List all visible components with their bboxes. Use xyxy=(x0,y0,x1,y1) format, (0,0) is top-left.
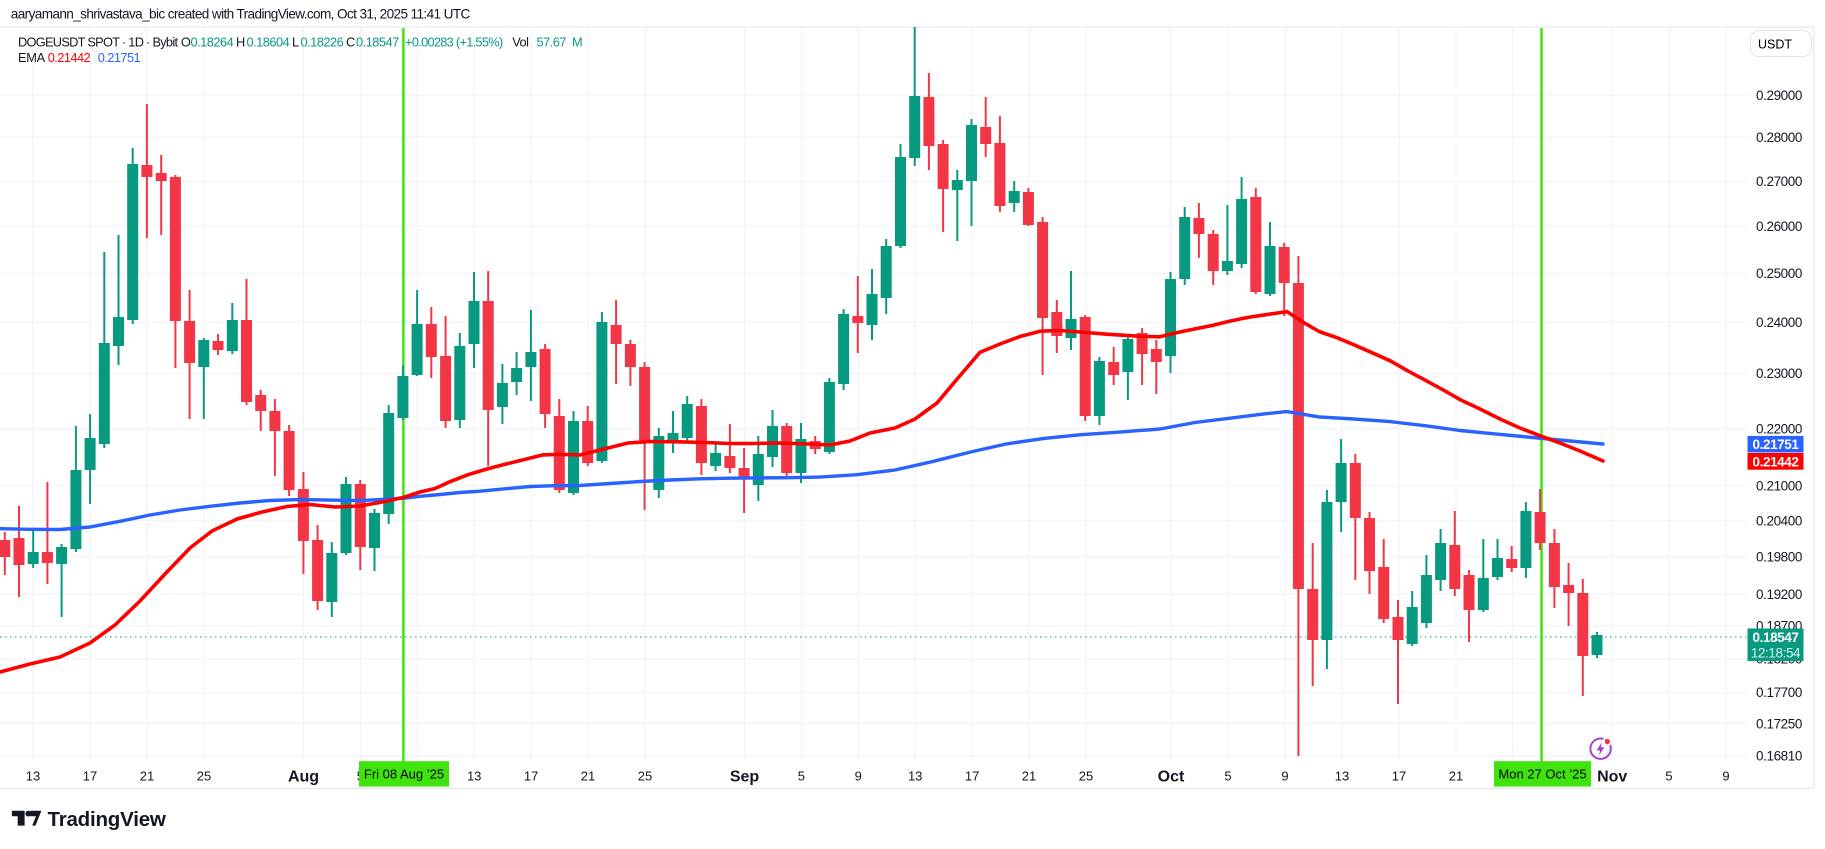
svg-text:21: 21 xyxy=(581,769,595,784)
svg-text:57.67: 57.67 xyxy=(537,35,567,50)
svg-text:0.16810: 0.16810 xyxy=(1756,749,1802,764)
svg-text:+0.00283 (+1.55%): +0.00283 (+1.55%) xyxy=(405,35,503,50)
svg-text:0.29000: 0.29000 xyxy=(1756,88,1802,103)
svg-text:9: 9 xyxy=(1281,769,1288,784)
svg-text:0.26000: 0.26000 xyxy=(1756,219,1802,234)
svg-text:0.25000: 0.25000 xyxy=(1756,266,1802,281)
svg-text:EMA: EMA xyxy=(18,50,46,65)
svg-text:17: 17 xyxy=(524,769,538,784)
svg-text:0.18547: 0.18547 xyxy=(356,35,399,50)
svg-text:17: 17 xyxy=(83,769,97,784)
svg-text:13: 13 xyxy=(467,769,481,784)
svg-text:0.21751: 0.21751 xyxy=(1753,437,1800,452)
svg-text:0.23000: 0.23000 xyxy=(1756,366,1802,381)
svg-text:21: 21 xyxy=(1449,769,1463,784)
svg-text:0.19800: 0.19800 xyxy=(1756,550,1802,565)
svg-text:TradingView: TradingView xyxy=(48,808,166,831)
svg-text:Nov: Nov xyxy=(1597,769,1627,786)
svg-text:17: 17 xyxy=(965,769,979,784)
svg-text:Oct: Oct xyxy=(1158,769,1185,786)
svg-text:M: M xyxy=(572,35,582,50)
svg-text:DOGEUSDT SPOT · 1D · Bybit: DOGEUSDT SPOT · 1D · Bybit xyxy=(18,35,178,50)
svg-text:5: 5 xyxy=(1224,769,1231,784)
svg-text:O: O xyxy=(181,35,191,50)
svg-text:0.21751: 0.21751 xyxy=(98,50,141,65)
svg-text:17: 17 xyxy=(1392,769,1406,784)
svg-text:0.24000: 0.24000 xyxy=(1756,315,1802,330)
svg-text:0.22000: 0.22000 xyxy=(1756,422,1802,437)
svg-text:Aug: Aug xyxy=(288,769,319,786)
svg-text:Sep: Sep xyxy=(730,769,760,786)
svg-text:0.20400: 0.20400 xyxy=(1756,513,1802,528)
svg-text:9: 9 xyxy=(1722,769,1729,784)
svg-text:H: H xyxy=(236,35,245,50)
svg-text:12:18:54: 12:18:54 xyxy=(1751,646,1801,661)
svg-text:Vol: Vol xyxy=(512,35,528,50)
svg-text:aaryamann_shrivastava_bic crea: aaryamann_shrivastava_bic created with T… xyxy=(11,7,471,22)
svg-text:0.17700: 0.17700 xyxy=(1756,685,1802,700)
svg-text:0.17250: 0.17250 xyxy=(1756,716,1802,731)
svg-text:0.21442: 0.21442 xyxy=(1753,454,1799,469)
svg-text:0.19200: 0.19200 xyxy=(1756,587,1802,602)
svg-text:13: 13 xyxy=(908,769,922,784)
svg-text:0.21000: 0.21000 xyxy=(1756,478,1802,493)
svg-text:0.18604: 0.18604 xyxy=(247,35,290,50)
svg-text:13: 13 xyxy=(26,769,40,784)
svg-text:13: 13 xyxy=(1335,769,1349,784)
svg-text:25: 25 xyxy=(638,769,652,784)
svg-text:0.18264: 0.18264 xyxy=(191,35,234,50)
svg-text:0.18547: 0.18547 xyxy=(1753,630,1799,645)
svg-text:0.28000: 0.28000 xyxy=(1756,130,1802,145)
svg-text:25: 25 xyxy=(1079,769,1093,784)
svg-text:0.27000: 0.27000 xyxy=(1756,174,1802,189)
svg-text:21: 21 xyxy=(140,769,154,784)
svg-text:USDT: USDT xyxy=(1758,38,1792,52)
svg-text:0.21442: 0.21442 xyxy=(48,50,91,65)
svg-text:5: 5 xyxy=(1665,769,1672,784)
svg-text:Mon 27 Oct ’25: Mon 27 Oct ’25 xyxy=(1498,767,1586,782)
svg-text:9: 9 xyxy=(855,769,862,784)
svg-text:L: L xyxy=(292,35,299,50)
svg-text:0.18226: 0.18226 xyxy=(301,35,344,50)
svg-text:21: 21 xyxy=(1022,769,1036,784)
svg-text:25: 25 xyxy=(197,769,211,784)
svg-text:5: 5 xyxy=(798,769,805,784)
svg-text:C: C xyxy=(346,35,355,50)
svg-text:Fri 08 Aug ’25: Fri 08 Aug ’25 xyxy=(364,767,444,782)
